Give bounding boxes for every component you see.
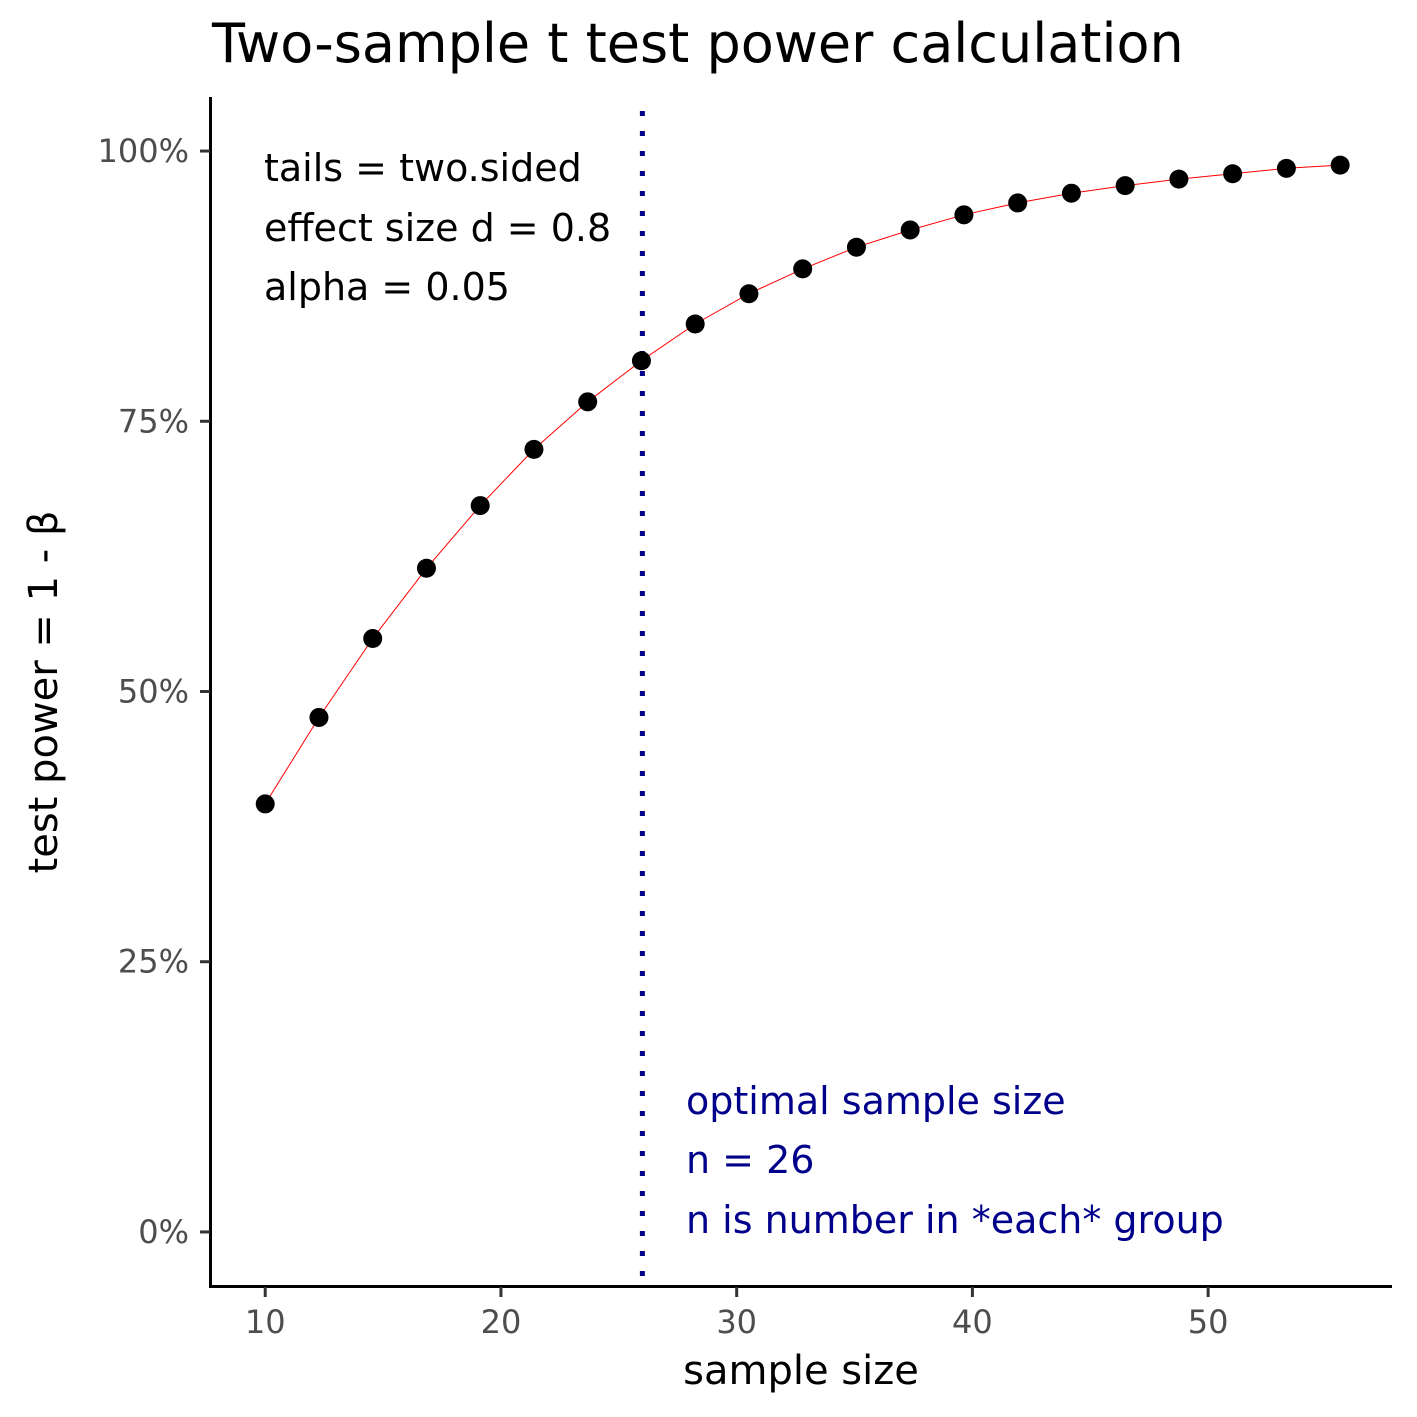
y-tick-label: 100% — [98, 132, 189, 170]
power-point — [578, 392, 598, 412]
power-point — [1169, 169, 1189, 189]
power-point — [1276, 158, 1296, 178]
chart-title: Two-sample t test power calculation — [211, 12, 1184, 75]
power-point — [1223, 164, 1243, 184]
x-tick-label: 10 — [245, 1303, 286, 1341]
power-point — [416, 558, 436, 578]
power-point — [900, 220, 920, 240]
x-tick-label: 50 — [1188, 1303, 1229, 1341]
power-point — [1061, 183, 1081, 203]
power-point — [363, 629, 383, 649]
power-point — [1115, 176, 1135, 196]
x-tick-label: 40 — [952, 1303, 993, 1341]
params-annotation: tails = two.sided effect size d = 0.8 al… — [264, 146, 611, 309]
params-line-alpha: alpha = 0.05 — [264, 265, 510, 309]
params-line-tails: tails = two.sided — [264, 146, 582, 190]
y-axis-ticks: 0% 25% 50% 75% 100% — [98, 132, 210, 1251]
power-point — [255, 794, 275, 814]
x-axis-ticks: 10 20 30 40 50 — [245, 1287, 1229, 1341]
power-point — [793, 259, 813, 279]
y-tick-label: 50% — [118, 673, 189, 711]
power-point — [1330, 155, 1350, 175]
optimal-line-title: optimal sample size — [686, 1079, 1066, 1123]
x-axis-title: sample size — [683, 1348, 919, 1394]
power-point — [309, 707, 329, 727]
power-point — [685, 314, 705, 334]
power-point — [524, 439, 544, 459]
power-point — [954, 205, 974, 225]
power-point — [739, 284, 759, 304]
y-tick-label: 75% — [118, 402, 189, 440]
y-tick-label: 25% — [118, 943, 189, 981]
power-point — [631, 351, 651, 371]
params-line-effect-size: effect size d = 0.8 — [264, 206, 611, 250]
power-point — [470, 496, 490, 516]
power-point — [1008, 193, 1028, 213]
y-tick-label: 0% — [138, 1213, 189, 1251]
optimal-line-n: n = 26 — [686, 1138, 814, 1182]
optimal-annotation: optimal sample size n = 26 n is number i… — [686, 1079, 1224, 1242]
y-axis-title: test power = 1 - β — [21, 511, 67, 874]
x-tick-label: 30 — [716, 1303, 757, 1341]
power-point — [846, 237, 866, 257]
optimal-line-note: n is number in *each* group — [686, 1198, 1224, 1242]
x-tick-label: 20 — [481, 1303, 522, 1341]
plot-area — [255, 111, 1350, 1286]
